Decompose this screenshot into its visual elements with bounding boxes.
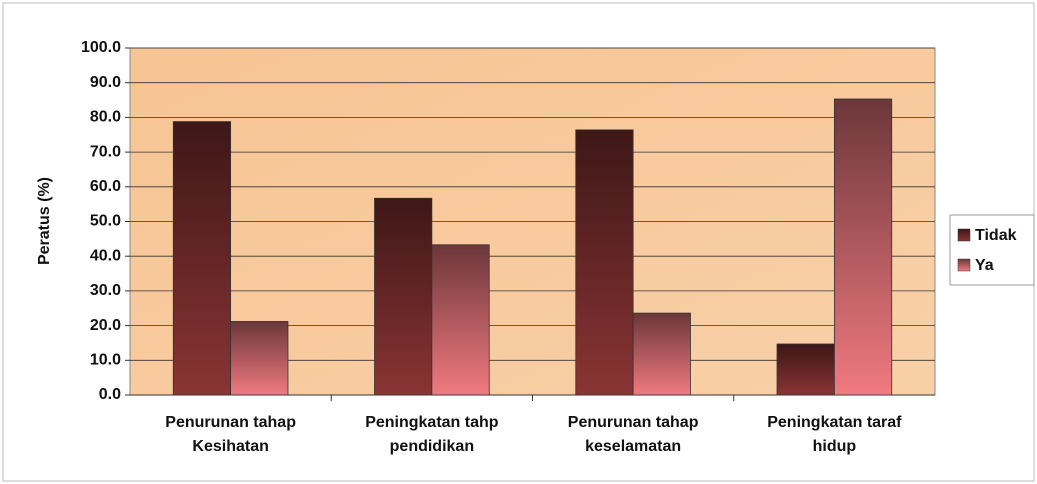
x-tick-label: Peningkatan tahp pendidikan [365, 414, 499, 455]
bar [374, 197, 433, 396]
y-tick-label: 50.0 [90, 213, 121, 230]
bar [431, 244, 490, 396]
y-tick-label: 10.0 [90, 352, 121, 369]
legend-swatch [957, 258, 971, 272]
x-tick-label: Penurunan tahap Kesihatan [165, 414, 296, 455]
bar [575, 129, 634, 396]
legend-box [949, 214, 1035, 286]
x-tick-label: Penurunan tahap keselamatan [567, 414, 699, 455]
bar [230, 321, 289, 396]
y-tick-label: 80.0 [90, 109, 121, 126]
x-tick-label: Peningkatan taraf hidup [767, 414, 902, 455]
bar [776, 343, 835, 396]
legend-label: Ya [975, 257, 994, 274]
y-tick-label: 60.0 [90, 178, 121, 195]
bar [833, 98, 893, 396]
y-tick-label: 100.0 [81, 39, 121, 56]
y-tick-label: 70.0 [90, 143, 121, 160]
bar [172, 121, 232, 396]
y-tick-label: 40.0 [90, 247, 121, 264]
y-tick-label: 20.0 [90, 317, 121, 334]
y-axis-label: Peratus (%) [36, 177, 53, 265]
legend-label: Tidak [975, 227, 1017, 244]
y-tick-label: 0.0 [99, 386, 121, 403]
bar [632, 312, 691, 396]
legend-swatch [957, 228, 971, 242]
y-tick-label: 30.0 [90, 282, 121, 299]
y-tick-label: 90.0 [90, 74, 121, 91]
